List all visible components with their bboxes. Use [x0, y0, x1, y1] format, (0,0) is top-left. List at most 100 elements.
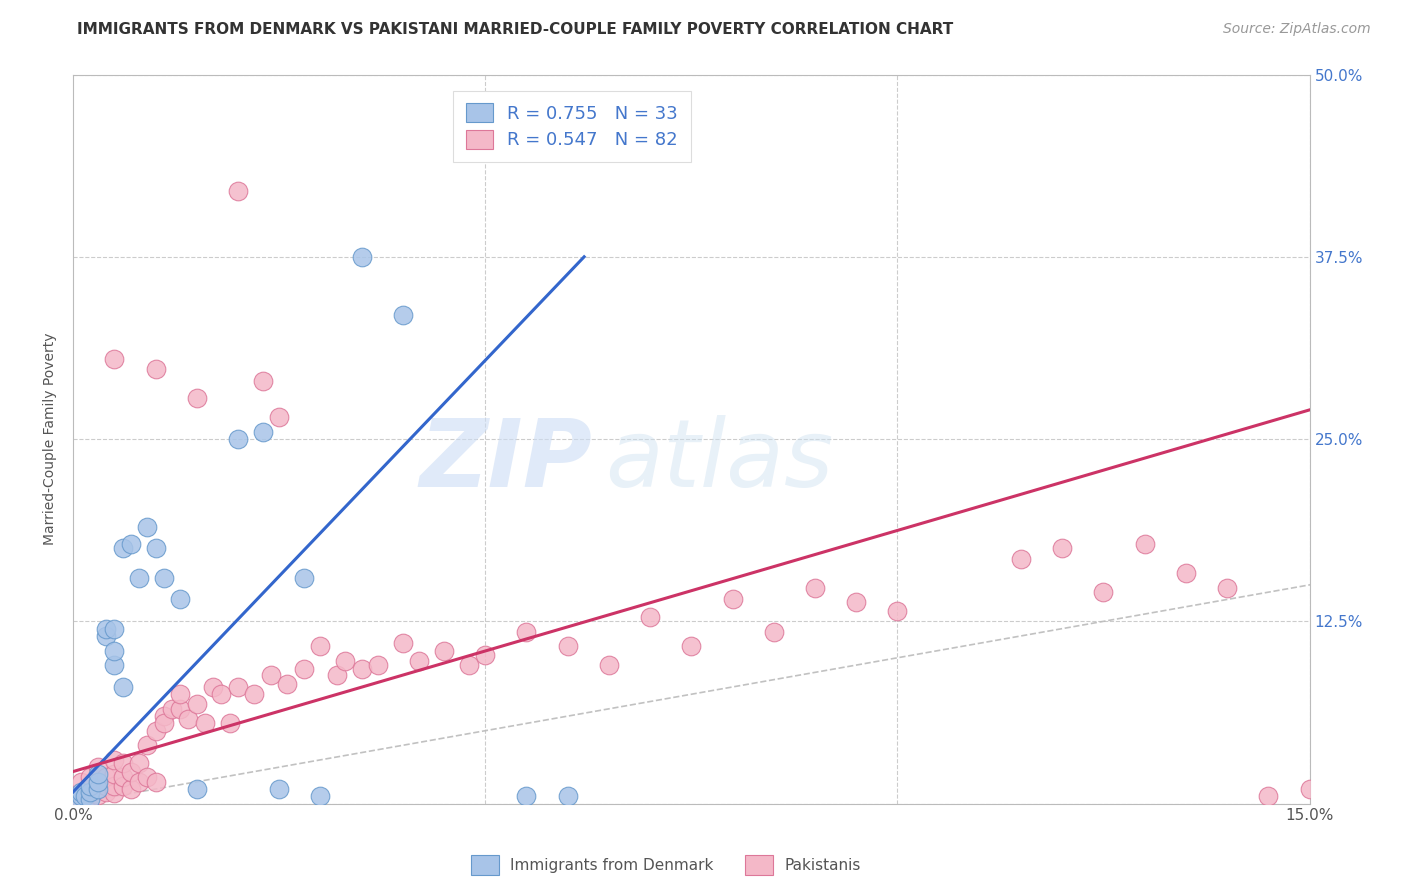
Point: [226, 432, 249, 446]
Point: [433, 643, 456, 657]
Point: [218, 716, 240, 731]
Point: [169, 702, 191, 716]
Point: [333, 654, 356, 668]
Point: [292, 571, 315, 585]
Point: [111, 779, 134, 793]
Point: [1298, 782, 1320, 797]
Point: [186, 391, 208, 405]
Point: [70, 786, 93, 800]
Point: [1010, 551, 1032, 566]
Point: [350, 250, 373, 264]
Point: [87, 782, 110, 797]
Point: [152, 716, 174, 731]
Point: [94, 779, 117, 793]
Point: [226, 680, 249, 694]
Point: [70, 785, 93, 799]
Point: [598, 658, 620, 673]
Point: [103, 753, 125, 767]
Point: [120, 537, 142, 551]
Point: [94, 770, 117, 784]
Point: [1133, 537, 1156, 551]
Point: [120, 764, 142, 779]
Point: [160, 702, 183, 716]
Point: [87, 782, 110, 797]
Point: [145, 362, 167, 376]
Point: [1052, 541, 1074, 556]
Point: [169, 592, 191, 607]
Text: atlas: atlas: [605, 416, 832, 507]
Point: [194, 716, 217, 731]
Point: [103, 643, 125, 657]
Point: [111, 770, 134, 784]
Point: [886, 604, 908, 618]
Point: [65, 790, 87, 805]
Point: [638, 610, 661, 624]
Point: [94, 785, 117, 799]
Point: [145, 541, 167, 556]
Point: [177, 712, 200, 726]
Point: [367, 658, 389, 673]
Point: [145, 723, 167, 738]
Point: [70, 789, 93, 804]
Point: [211, 687, 233, 701]
Point: [79, 779, 101, 793]
Point: [111, 541, 134, 556]
Point: [136, 770, 159, 784]
Point: [186, 782, 208, 797]
Point: [169, 687, 191, 701]
Point: [136, 519, 159, 533]
Y-axis label: Married-Couple Family Poverty: Married-Couple Family Poverty: [44, 333, 58, 545]
Point: [515, 789, 537, 804]
Point: [152, 709, 174, 723]
Point: [681, 639, 703, 653]
Point: [1092, 585, 1115, 599]
Point: [260, 668, 283, 682]
Point: [515, 624, 537, 639]
Point: [269, 410, 291, 425]
Point: [145, 774, 167, 789]
Legend: R = 0.755   N = 33, R = 0.547   N = 82: R = 0.755 N = 33, R = 0.547 N = 82: [453, 91, 690, 162]
Point: [94, 622, 117, 636]
Point: [1216, 581, 1239, 595]
Text: IMMIGRANTS FROM DENMARK VS PAKISTANI MARRIED-COUPLE FAMILY POVERTY CORRELATION C: IMMIGRANTS FROM DENMARK VS PAKISTANI MAR…: [77, 22, 953, 37]
Point: [391, 636, 413, 650]
Point: [408, 654, 430, 668]
Point: [79, 789, 101, 804]
Point: [152, 571, 174, 585]
Point: [103, 658, 125, 673]
Point: [79, 786, 101, 800]
Point: [721, 592, 744, 607]
Point: [202, 680, 225, 694]
Point: [309, 639, 332, 653]
Point: [186, 698, 208, 712]
Point: [87, 760, 110, 774]
Point: [269, 782, 291, 797]
Point: [474, 648, 496, 662]
Point: [79, 785, 101, 799]
Point: [457, 658, 479, 673]
Point: [87, 788, 110, 802]
Point: [75, 789, 97, 804]
Point: [391, 308, 413, 322]
Point: [87, 774, 110, 789]
Point: [326, 668, 349, 682]
Point: [252, 374, 274, 388]
Point: [309, 789, 332, 804]
Point: [103, 779, 125, 793]
Point: [128, 774, 150, 789]
Point: [103, 351, 125, 366]
Point: [66, 794, 89, 808]
Point: [128, 571, 150, 585]
Point: [111, 756, 134, 770]
Point: [79, 770, 101, 784]
Point: [804, 581, 827, 595]
Point: [79, 792, 101, 806]
Point: [103, 786, 125, 800]
Point: [136, 739, 159, 753]
Point: [845, 595, 868, 609]
Point: [70, 785, 93, 799]
Point: [252, 425, 274, 439]
Point: [276, 677, 298, 691]
Point: [111, 680, 134, 694]
Point: [87, 774, 110, 789]
